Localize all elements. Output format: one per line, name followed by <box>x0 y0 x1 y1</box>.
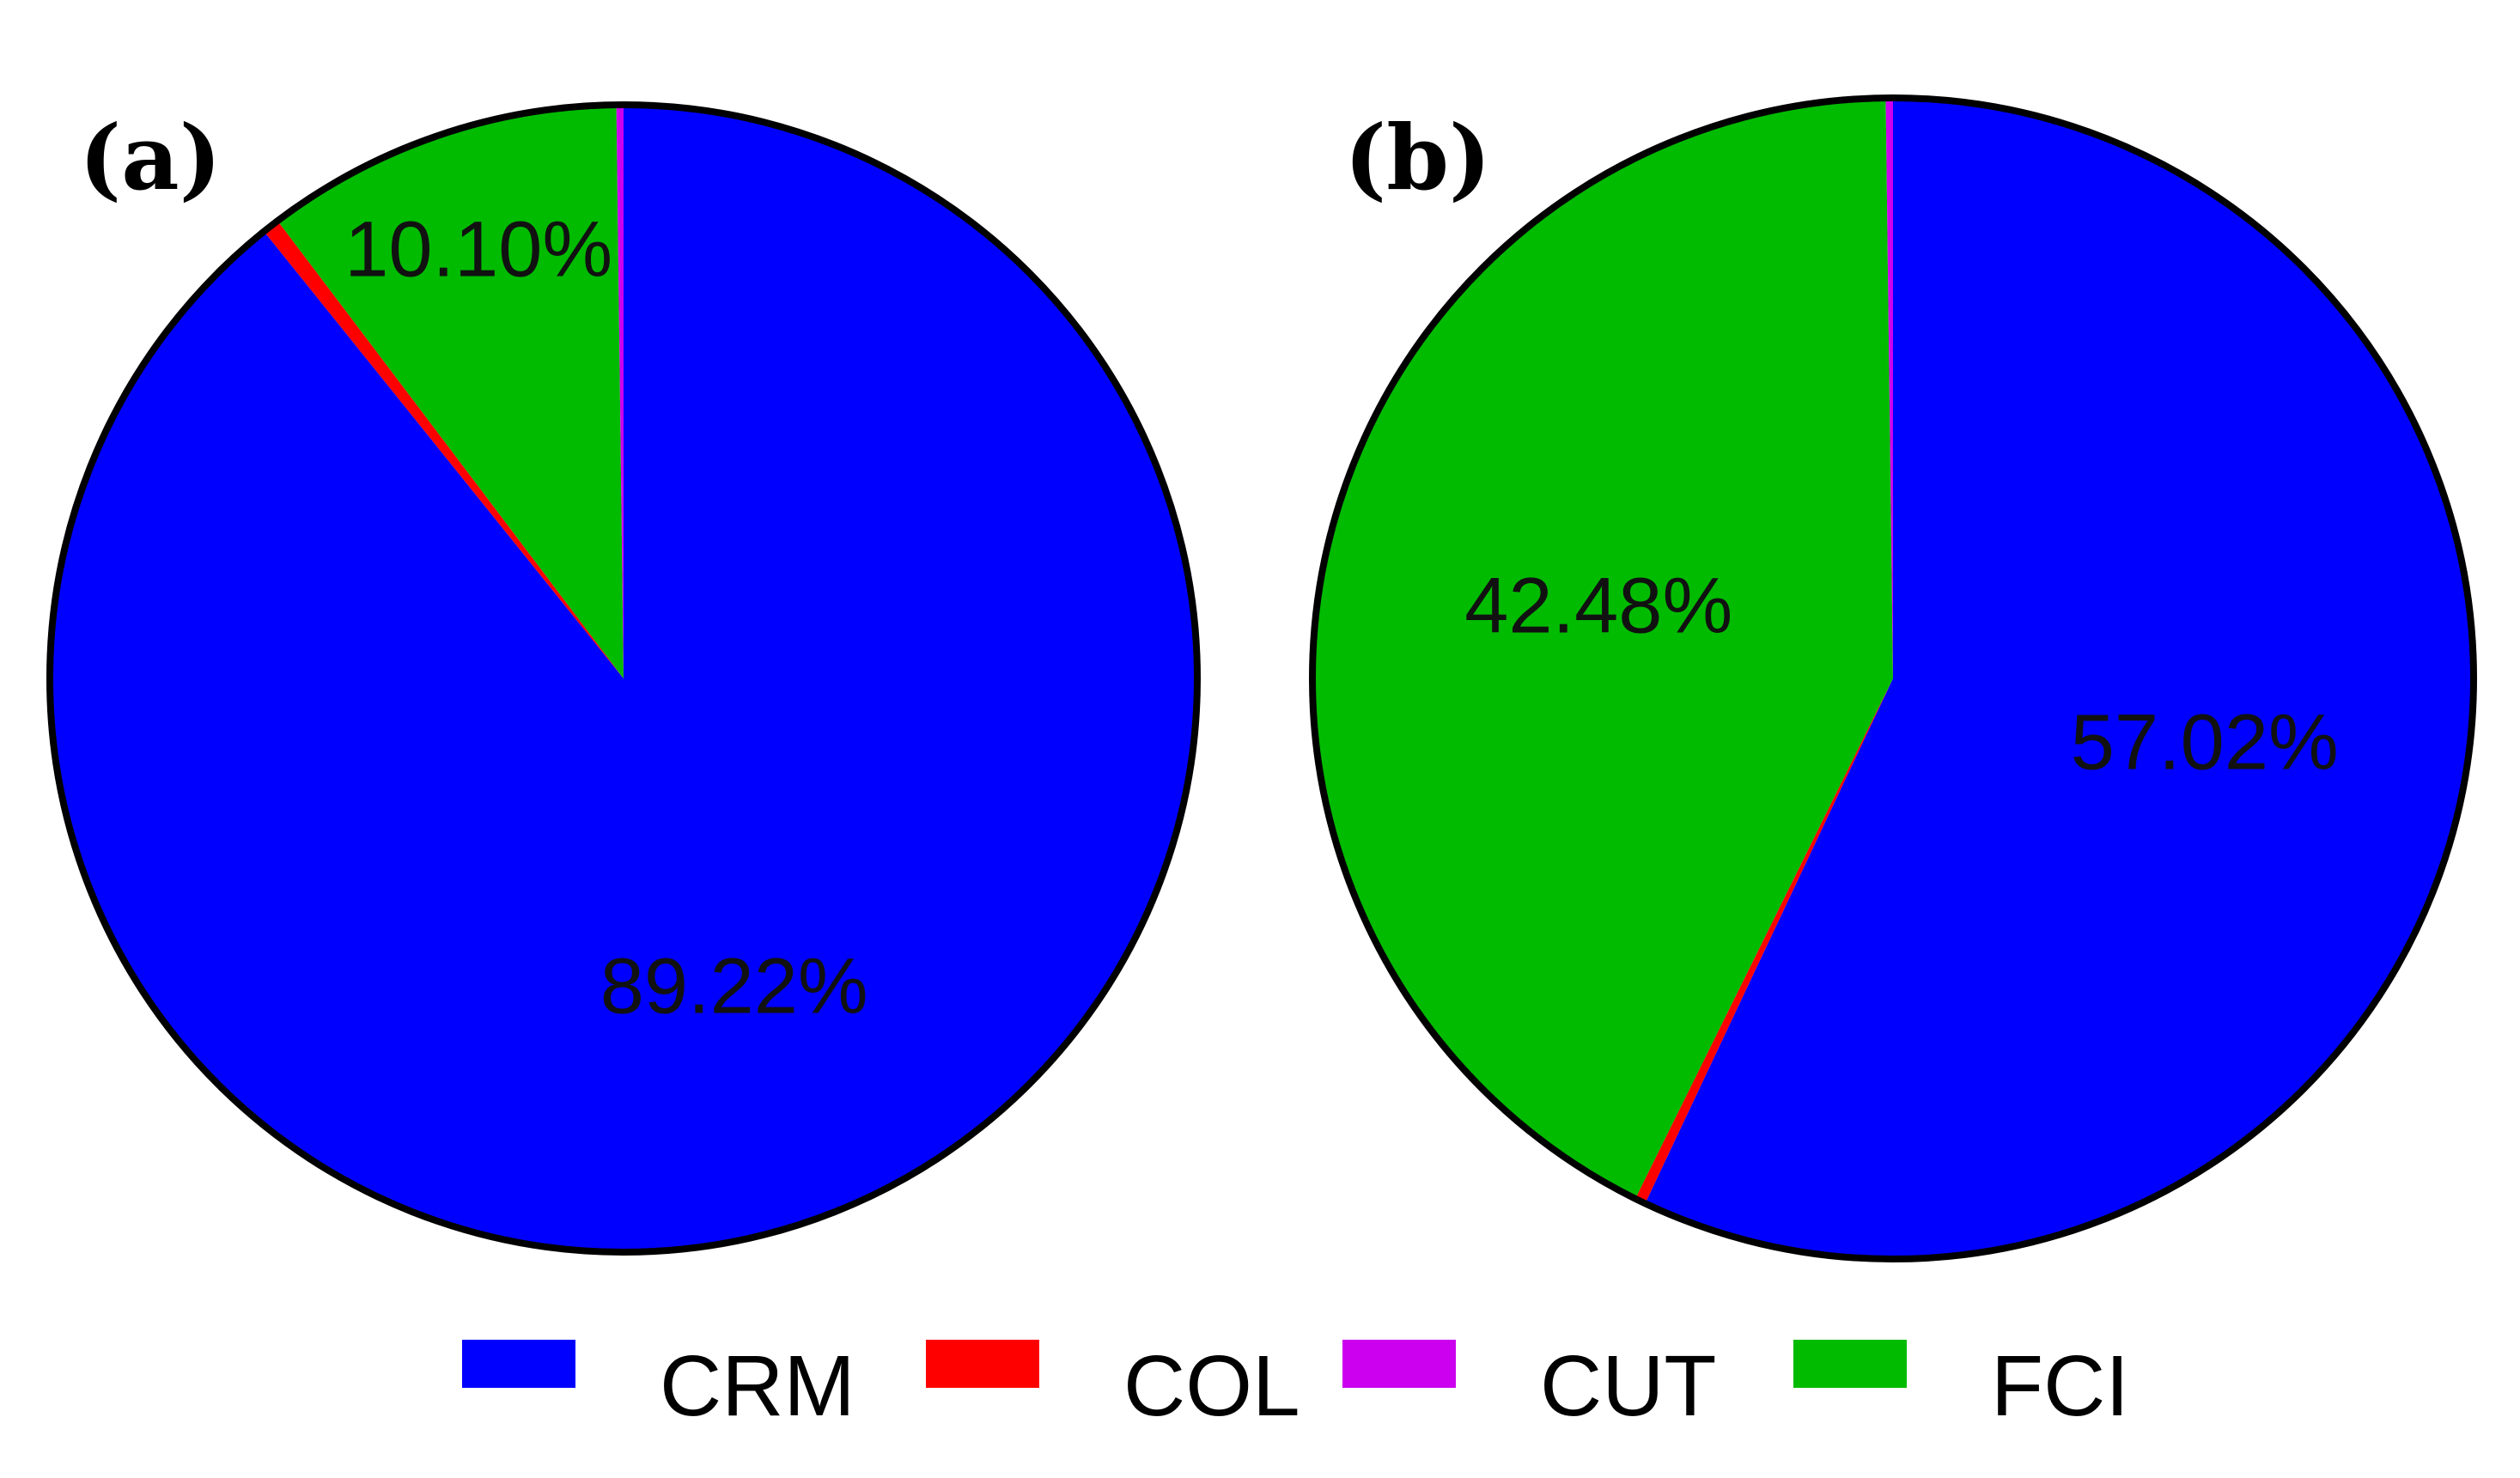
pie-b-slices <box>1312 98 2474 1259</box>
panel-label-a: (a) <box>79 105 222 210</box>
legend-label-fci: FCI <box>1991 1338 2129 1434</box>
legend: CRM COL CUT FCI <box>462 1338 2129 1434</box>
pie-chart-b: 57.02% 42.48% (b) <box>1309 94 2477 1262</box>
pie-b-outline <box>1309 94 2477 1262</box>
pie-b-label-crm: 57.02% <box>2071 699 2339 787</box>
panel-label-b: (b) <box>1344 105 1491 210</box>
pie-a-slice-fci <box>277 105 624 679</box>
pie-b-slice-col <box>1634 678 1893 1204</box>
pie-chart-a: 89.22% 10.10% (a) <box>46 101 1201 1256</box>
legend-item-crm: CRM <box>462 1338 855 1434</box>
pie-a-outline <box>46 101 1201 1256</box>
legend-item-fci: FCI <box>1793 1338 2129 1434</box>
pie-b-label-fci: 42.48% <box>1464 562 1732 649</box>
pie-a-label-crm: 89.22% <box>600 943 868 1031</box>
pie-a-label-fci: 10.10% <box>344 205 612 293</box>
pie-b-slice-labels: 57.02% 42.48% <box>1464 562 2339 786</box>
legend-item-col: COL <box>926 1338 1300 1434</box>
pie-b-slice-fci <box>1312 98 1893 1199</box>
legend-item-cut: CUT <box>1342 1338 1717 1434</box>
pie-a-slices <box>50 105 1198 1252</box>
pie-a-slice-cut <box>616 105 624 678</box>
pie-a-slice-col <box>264 221 624 678</box>
pie-a-slice-labels: 89.22% 10.10% <box>344 205 868 1030</box>
legend-swatch-col <box>926 1340 1039 1388</box>
pie-b-slice-cut <box>1885 98 1893 678</box>
legend-swatch-crm <box>462 1340 575 1388</box>
legend-label-col: COL <box>1123 1338 1300 1434</box>
legend-label-cut: CUT <box>1540 1338 1717 1434</box>
pie-b-slice-crm <box>1645 98 2474 1259</box>
legend-label-crm: CRM <box>660 1338 855 1434</box>
legend-swatch-fci <box>1793 1340 1907 1388</box>
legend-swatch-cut <box>1342 1340 1456 1388</box>
